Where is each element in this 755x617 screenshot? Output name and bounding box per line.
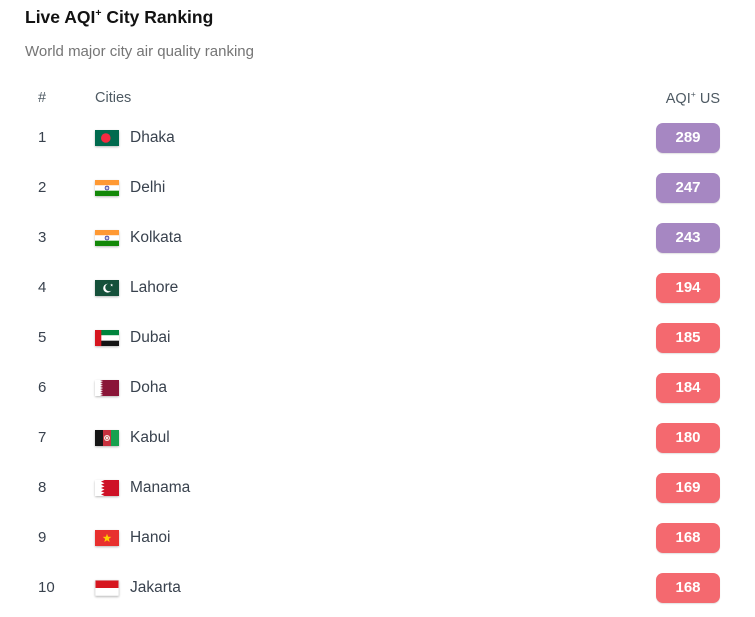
rank-number: 7: [38, 429, 47, 447]
aqi-plus-superscript: +: [690, 88, 696, 99]
aqi-badge-cell: 184: [656, 372, 720, 403]
rank-number: 10: [38, 579, 55, 597]
city-ranking-row[interactable]: 5 Dubai 185: [25, 313, 720, 363]
city-ranking-row[interactable]: 7 Kabul 180: [25, 413, 720, 463]
page-title: Live AQI+ City Ranking: [25, 6, 214, 27]
city-cell: Dhaka: [95, 129, 656, 147]
aqi-badge-cell: 194: [656, 272, 720, 303]
rank-number: 5: [38, 329, 47, 347]
flag-uae-icon: [95, 329, 119, 346]
aqi-value-badge: 289: [656, 122, 720, 153]
aqi-value-badge: 180: [656, 422, 720, 453]
flag-qatar-icon: [95, 379, 119, 396]
city-name: Kolkata: [130, 228, 182, 246]
rank-number: 8: [38, 479, 47, 497]
column-header-rank: #: [38, 89, 47, 106]
flag-bangladesh-icon: [95, 129, 119, 146]
city-ranking-row[interactable]: 4 Lahore 194: [25, 263, 720, 313]
aqi-badge-cell: 247: [656, 172, 720, 203]
city-ranking-row[interactable]: 1 Dhaka 289: [25, 113, 720, 163]
aqi-badge-cell: 169: [656, 472, 720, 503]
aqi-badge-cell: 168: [656, 572, 720, 603]
rank-number: 3: [38, 229, 47, 247]
city-cell: Lahore: [95, 279, 656, 297]
city-name: Hanoi: [130, 528, 171, 546]
column-header-aqi-us: AQI+ US: [665, 88, 720, 107]
page-subtitle: World major city air quality ranking: [25, 42, 254, 60]
city-name: Jakarta: [130, 578, 181, 596]
city-ranking-row[interactable]: 3 Kolkata 243: [25, 213, 720, 263]
aqi-badge-cell: 289: [656, 122, 720, 153]
flag-pakistan-icon: [95, 279, 119, 296]
city-ranking-row[interactable]: 6 Doha 184: [25, 363, 720, 413]
aqi-badge-cell: 243: [656, 222, 720, 253]
rank-number: 9: [38, 529, 47, 547]
aqi-value-badge: 168: [656, 572, 720, 603]
city-name: Manama: [130, 478, 191, 496]
aqi-value-badge: 194: [656, 272, 720, 303]
table-header: # Cities AQI+ US: [25, 83, 720, 113]
city-name: Delhi: [130, 178, 166, 196]
rank-number: 4: [38, 279, 47, 297]
flag-bahrain-icon: [95, 479, 119, 496]
city-name: Lahore: [130, 278, 179, 296]
city-name: Doha: [130, 378, 168, 396]
ranking-table-body: 1 Dhaka 289 2 Delhi 247 3 Kolkata 243 4: [25, 113, 720, 613]
aqi-value-badge: 168: [656, 522, 720, 553]
flag-india-icon: [95, 179, 119, 196]
aqi-value-badge: 169: [656, 472, 720, 503]
city-cell: Kolkata: [95, 229, 656, 247]
city-name: Kabul: [130, 428, 170, 446]
city-cell: Manama: [95, 479, 656, 497]
aqi-badge-cell: 168: [656, 522, 720, 553]
flag-india-icon: [95, 229, 119, 246]
city-cell: Dubai: [95, 329, 656, 347]
rank-number: 1: [38, 129, 47, 147]
city-cell: Jakarta: [95, 579, 656, 597]
aqi-plus-superscript: +: [95, 7, 102, 19]
aqi-value-badge: 184: [656, 372, 720, 403]
city-cell: Kabul: [95, 429, 656, 447]
city-cell: Delhi: [95, 179, 656, 197]
aqi-badge-cell: 185: [656, 322, 720, 353]
city-name: Dubai: [130, 328, 171, 346]
city-ranking-row[interactable]: 10 Jakarta 168: [25, 563, 720, 613]
rank-number: 6: [38, 379, 47, 397]
city-ranking-row[interactable]: 2 Delhi 247: [25, 163, 720, 213]
flag-afghanistan-icon: [95, 429, 119, 446]
aqi-value-badge: 185: [656, 322, 720, 353]
flag-indonesia-icon: [95, 579, 119, 596]
column-header-cities: Cities: [95, 89, 132, 106]
city-cell: Doha: [95, 379, 656, 397]
city-name: Dhaka: [130, 128, 175, 146]
aqi-value-badge: 243: [656, 222, 720, 253]
rank-number: 2: [38, 179, 47, 197]
aqi-badge-cell: 180: [656, 422, 720, 453]
city-cell: Hanoi: [95, 529, 656, 547]
city-ranking-row[interactable]: 8 Manama 169: [25, 463, 720, 513]
flag-vietnam-icon: [95, 529, 119, 546]
city-ranking-row[interactable]: 9 Hanoi 168: [25, 513, 720, 563]
aqi-value-badge: 247: [656, 172, 720, 203]
